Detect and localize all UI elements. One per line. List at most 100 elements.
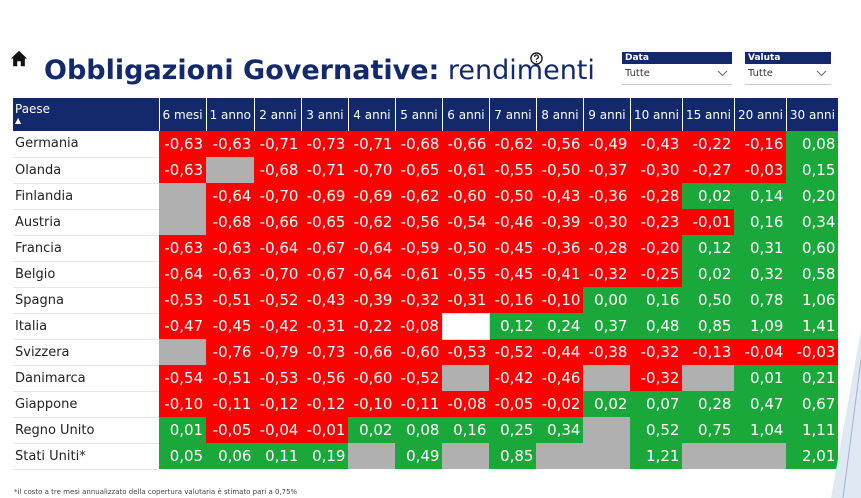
yield-cell: 0,58 — [786, 261, 839, 287]
column-header-maturity[interactable]: 8 anni — [536, 98, 584, 131]
yield-cell: -0,05 — [206, 417, 255, 443]
yield-cell: -0,51 — [206, 287, 255, 313]
column-header-label: 4 anni — [353, 107, 391, 122]
slicer-valuta[interactable]: Valuta Tutte — [745, 52, 831, 85]
yield-cell: -0,60 — [442, 183, 490, 209]
column-header-maturity[interactable]: 5 anni — [395, 98, 443, 131]
yield-cell: -0,60 — [348, 365, 396, 391]
sort-ascending-icon[interactable]: ▲ — [15, 116, 22, 125]
yield-cell: -0,50 — [442, 235, 490, 261]
yield-cell: -0,63 — [206, 235, 255, 261]
table-row: Italia -0,47 -0,45 -0,42 -0,31 -0,22 -0,08 0,12… — [13, 312, 839, 340]
yield-cell: -0,45 — [206, 313, 255, 339]
yield-cell: 0,08 — [786, 131, 839, 157]
column-header-maturity[interactable]: 15 anni — [682, 98, 735, 131]
column-header-maturity[interactable]: 1 anno — [206, 98, 255, 131]
yield-cell: -0,08 — [395, 313, 443, 339]
slicer-valuta-dropdown[interactable]: Tutte — [745, 64, 831, 85]
slicer-valuta-value: Tutte — [748, 68, 773, 79]
yield-cell: -0,36 — [583, 183, 631, 209]
yield-cell: -0,62 — [489, 131, 537, 157]
help-icon[interactable] — [530, 52, 543, 65]
yield-matrix-table: Paese ▲ 6 mesi 1 anno 2 anni 3 anni 4 anni 5 an… — [13, 98, 839, 470]
column-header-paese[interactable]: Paese ▲ — [13, 98, 160, 131]
yield-cell: -0,05 — [489, 391, 537, 417]
yield-cell: -0,68 — [254, 157, 302, 183]
yield-cell: 0,06 — [206, 443, 255, 469]
home-icon[interactable] — [10, 50, 28, 68]
yield-cell: -0,46 — [489, 209, 537, 235]
column-header-label: 1 anno — [209, 107, 251, 122]
yield-cell: -0,64 — [206, 183, 255, 209]
yield-cell: -0,51 — [206, 365, 255, 391]
yield-cell-missing — [348, 443, 396, 469]
yield-cell: 0,00 — [583, 287, 631, 313]
column-header-maturity[interactable]: 3 anni — [301, 98, 349, 131]
column-header-maturity[interactable]: 9 anni — [583, 98, 631, 131]
yield-cell-missing — [734, 443, 787, 469]
column-header-maturity[interactable]: 7 anni — [489, 98, 537, 131]
yield-cell: 0,34 — [536, 417, 584, 443]
slicer-data-value: Tutte — [625, 68, 650, 79]
yield-cell: -0,64 — [348, 235, 396, 261]
yield-cell: -0,47 — [159, 313, 207, 339]
column-header-maturity[interactable]: 10 anni — [630, 98, 683, 131]
yield-cell: -0,73 — [301, 339, 349, 365]
table-row: Finlandia -0,64 -0,70 -0,69 -0,69 -0,62 -0,60-… — [13, 183, 839, 210]
yield-cell: -0,04 — [254, 417, 302, 443]
yield-cell: 1,06 — [786, 287, 839, 313]
yield-cell-missing — [442, 443, 490, 469]
yield-cell: -0,02 — [536, 391, 584, 417]
yield-cell: -0,54 — [442, 209, 490, 235]
yield-cell: -0,73 — [301, 131, 349, 157]
yield-cell: -0,65 — [301, 209, 349, 235]
yield-cell: 0,01 — [734, 365, 787, 391]
yield-cell: 0,07 — [630, 391, 683, 417]
slicer-data[interactable]: Data Tutte — [622, 52, 732, 85]
column-header-maturity[interactable]: 20 anni — [734, 98, 787, 131]
yield-cell: 0,31 — [734, 235, 787, 261]
yield-cell: -0,55 — [489, 157, 537, 183]
column-header-maturity[interactable]: 30 anni — [786, 98, 839, 131]
yield-cell: -0,12 — [254, 391, 302, 417]
yield-cell: -0,44 — [536, 339, 584, 365]
column-header-label: Paese — [15, 102, 51, 116]
column-header-maturity[interactable]: 2 anni — [254, 98, 302, 131]
table-row: Danimarca -0,54 -0,51 -0,53 -0,56 -0,60 -0,52 -… — [13, 365, 839, 392]
column-header-label: 6 anni — [447, 107, 485, 122]
column-header-label: 6 mesi — [162, 107, 203, 122]
yield-cell: 0,48 — [630, 313, 683, 339]
yield-cell: -0,60 — [395, 339, 443, 365]
yield-cell: -0,20 — [630, 235, 683, 261]
table-row: Francia -0,63 -0,63 -0,64 -0,67 -0,64 -0,59 -0,… — [13, 235, 839, 262]
yield-cell: 0,19 — [301, 443, 349, 469]
yield-cell: -0,65 — [395, 157, 443, 183]
yield-cell: -0,71 — [254, 131, 302, 157]
column-header-maturity[interactable]: 6 anni — [442, 98, 490, 131]
column-header-maturity[interactable]: 6 mesi — [159, 98, 207, 131]
yield-cell-missing — [682, 443, 735, 469]
yield-cell: -0,67 — [301, 235, 349, 261]
yield-cell: -0,68 — [395, 131, 443, 157]
yield-cell: -0,52 — [489, 339, 537, 365]
yield-cell: -0,63 — [159, 235, 207, 261]
column-header-label: 2 anni — [259, 107, 297, 122]
yield-cell-missing — [159, 339, 207, 365]
table-row: Svizzera -0,76 -0,79 -0,73 -0,66 -0,60 -0,53 -0… — [13, 339, 839, 366]
yield-cell: 0,02 — [682, 261, 735, 287]
yield-cell: 0,21 — [786, 365, 839, 391]
column-header-maturity[interactable]: 4 anni — [348, 98, 396, 131]
yield-cell: 0,16 — [442, 417, 490, 443]
yield-cell: 0,15 — [786, 157, 839, 183]
country-name: Danimarca — [13, 365, 159, 392]
column-header-label: 15 anni — [685, 107, 731, 122]
slicer-data-dropdown[interactable]: Tutte — [622, 64, 732, 85]
yield-cell: 0,78 — [734, 287, 787, 313]
yield-cell: -0,43 — [630, 131, 683, 157]
table-row: Regno Unito 0,01 -0,05 -0,04 -0,01 0,02 0,08 0,… — [13, 417, 839, 444]
yield-cell-missing — [583, 443, 631, 469]
yield-cell: 0,50 — [682, 287, 735, 313]
yield-cell: -0,39 — [536, 209, 584, 235]
yield-cell: -0,54 — [159, 365, 207, 391]
footnote: *il costo a tre mesi annualizzato della … — [14, 488, 298, 496]
